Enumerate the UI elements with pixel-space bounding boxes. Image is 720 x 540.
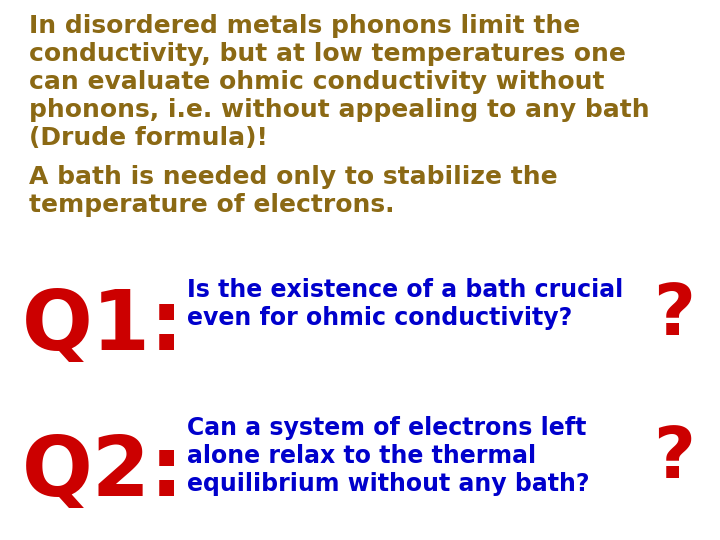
Text: can evaluate ohmic conductivity without: can evaluate ohmic conductivity without xyxy=(29,70,604,93)
Text: Can a system of electrons left: Can a system of electrons left xyxy=(187,416,587,440)
Text: Q1:: Q1: xyxy=(22,286,184,367)
Text: ?: ? xyxy=(653,281,695,350)
Text: phonons, i.e. without appealing to any bath: phonons, i.e. without appealing to any b… xyxy=(29,98,649,122)
Text: ?: ? xyxy=(653,424,695,493)
Text: temperature of electrons.: temperature of electrons. xyxy=(29,193,395,217)
Text: A bath is needed only to stabilize the: A bath is needed only to stabilize the xyxy=(29,165,557,188)
Text: Q2:: Q2: xyxy=(22,432,184,513)
Text: In disordered metals phonons limit the: In disordered metals phonons limit the xyxy=(29,14,580,37)
Text: alone relax to the thermal: alone relax to the thermal xyxy=(187,444,536,468)
Text: (Drude formula)!: (Drude formula)! xyxy=(29,126,268,150)
Text: conductivity, but at low temperatures one: conductivity, but at low temperatures on… xyxy=(29,42,626,65)
Text: equilibrium without any bath?: equilibrium without any bath? xyxy=(187,472,590,496)
Text: Is the existence of a bath crucial: Is the existence of a bath crucial xyxy=(187,278,624,302)
Text: even for ohmic conductivity?: even for ohmic conductivity? xyxy=(187,306,572,330)
